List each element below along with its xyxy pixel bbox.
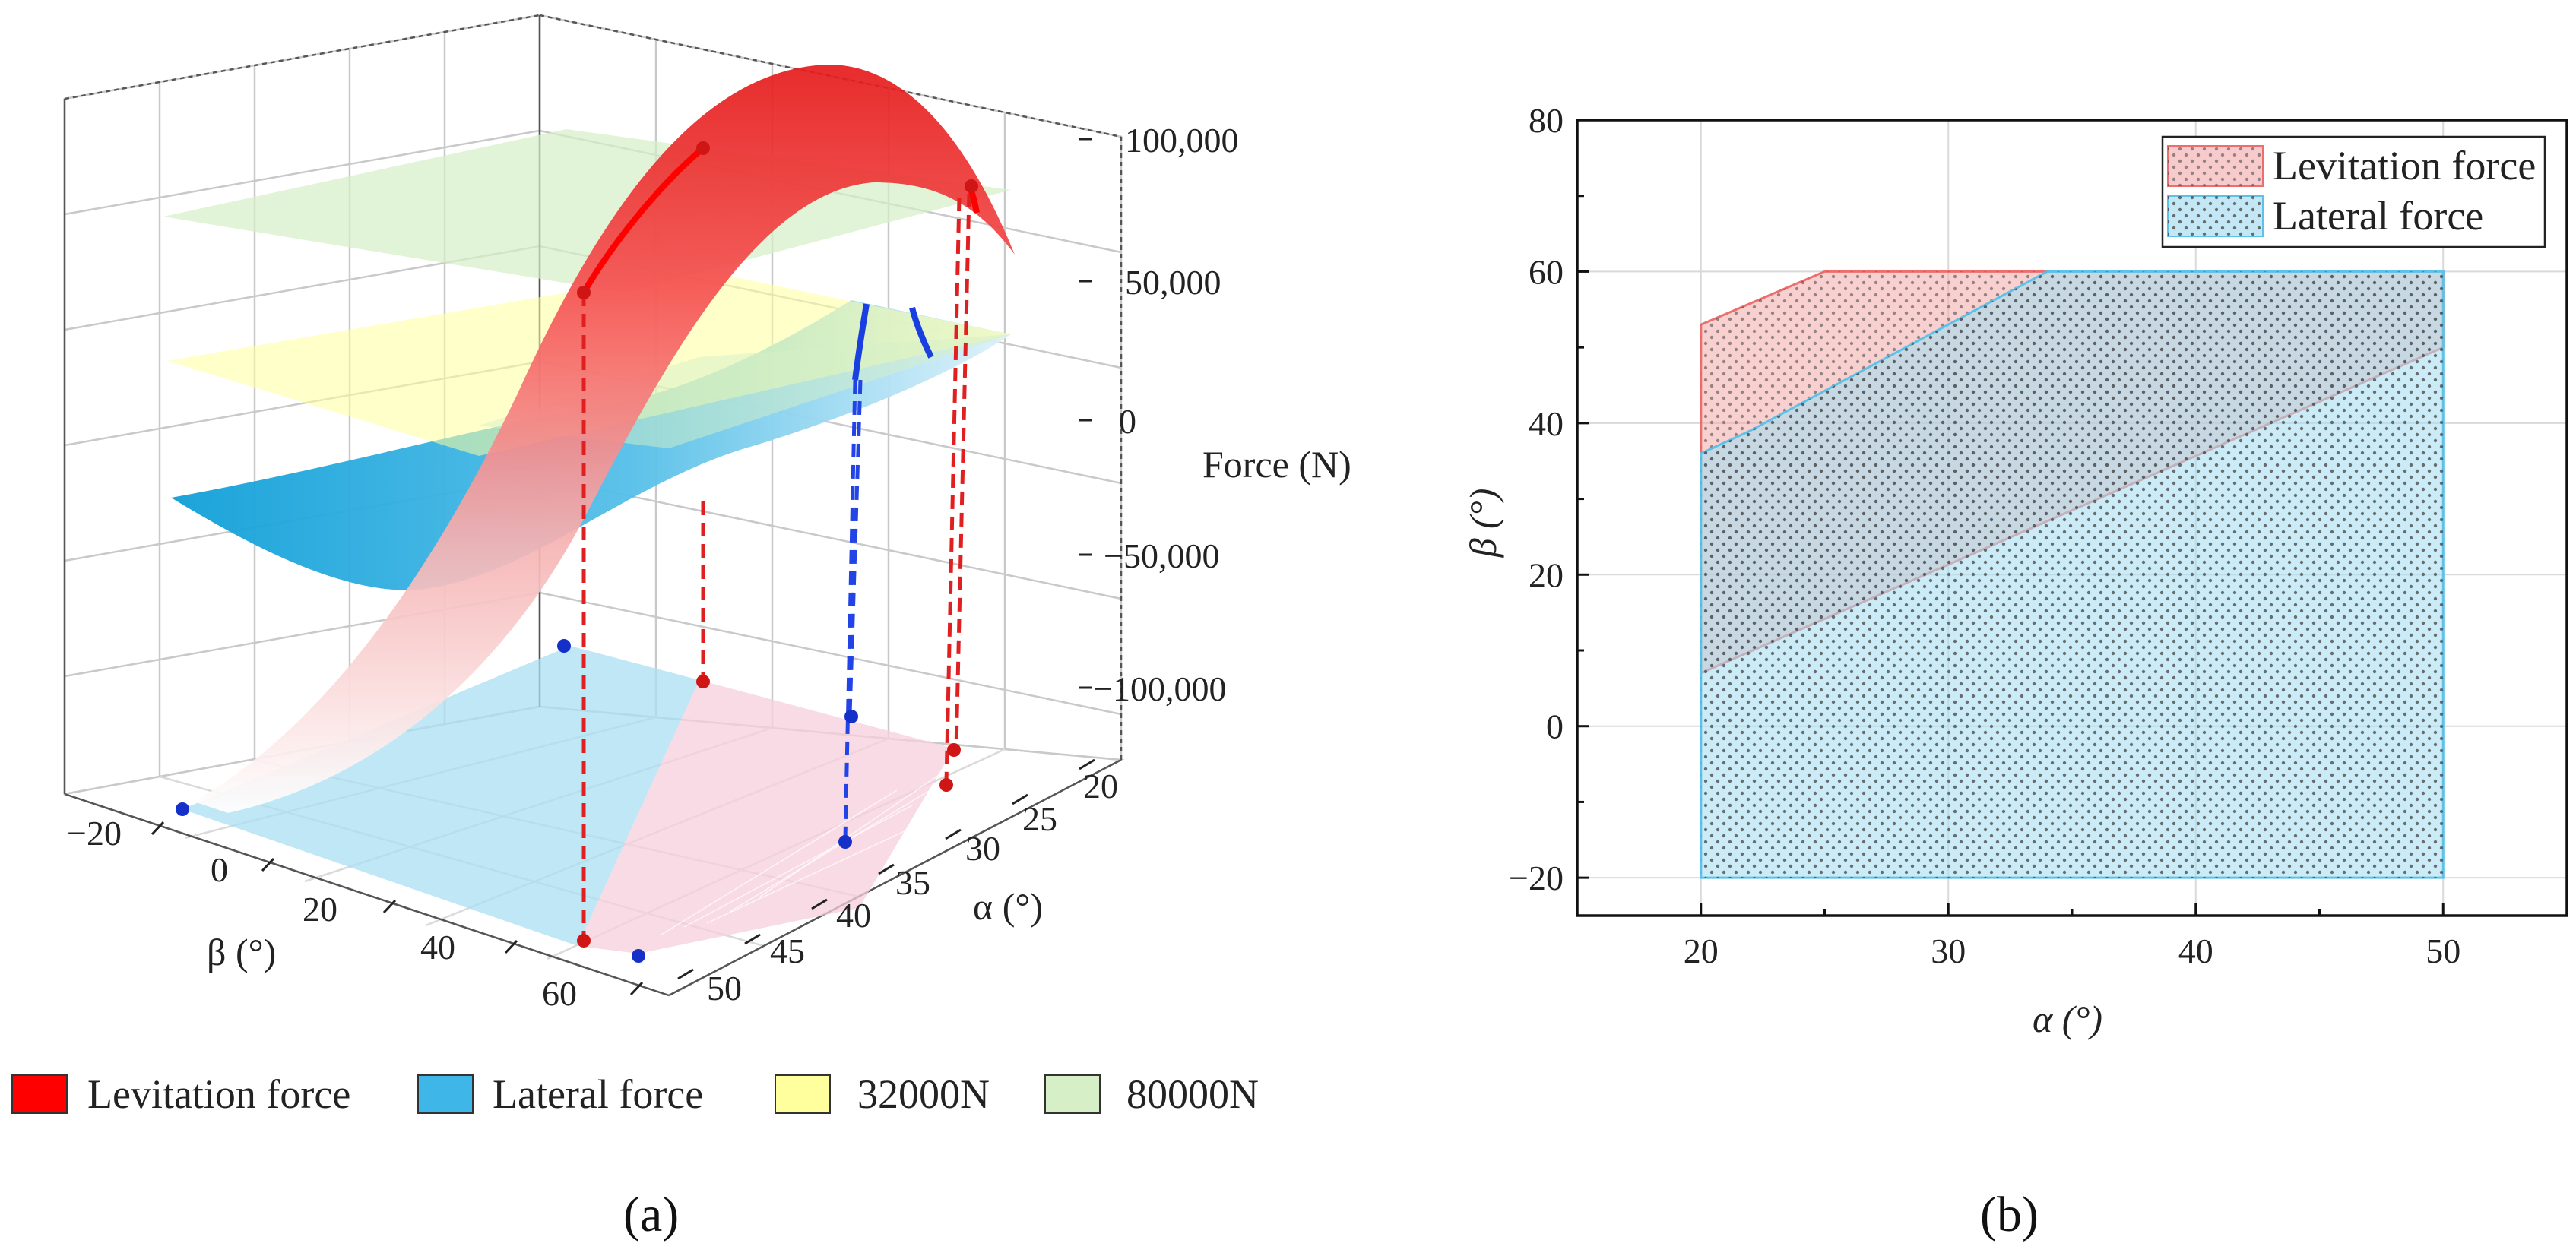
y-tick-45: 45: [770, 932, 805, 970]
y-axis-label-b: β (°): [1462, 489, 1504, 558]
x-tick-20: 20: [303, 890, 337, 929]
tick-label-x-20: 20: [1684, 932, 1719, 970]
series-lateral-dots: [1700, 271, 2444, 878]
x-tick-40: 40: [420, 928, 455, 967]
floor-projection-lateral: [182, 646, 699, 946]
tick-label-y--20: −20: [1509, 859, 1564, 897]
levitation-force-surface: [194, 65, 1015, 813]
y-tick-35: 35: [895, 863, 930, 902]
legend-b-label-lateral: Lateral force: [2273, 193, 2483, 239]
legend-swatch-80000N: [1044, 1074, 1101, 1114]
legend-swatch-32000N: [775, 1074, 831, 1114]
z-axis: [1079, 138, 1092, 689]
z-tick-100000: 100,000: [1125, 121, 1239, 160]
z-axis-label: Force (N): [1202, 443, 1351, 486]
z-tick-0: 0: [1119, 402, 1136, 441]
panel-a-3d-plot: 100,000 50,000 0 −50,000 −100,000 Force …: [11, 14, 1351, 1242]
legend-a: Levitation force Lateral force 32000N 80…: [11, 1071, 1259, 1117]
x-axis: [151, 821, 644, 996]
y-axis: [677, 758, 1095, 980]
axes-ticks: 20 30 40 50 −20 0 20 40 60 80: [1509, 101, 2568, 970]
x-tick-60: 60: [542, 974, 577, 1013]
z-tick-neg100000: −100,000: [1093, 669, 1226, 708]
legend-label-levitation: Levitation force: [87, 1071, 350, 1117]
panel-label-a: (a): [623, 1187, 679, 1242]
z-tick-neg50000: −50,000: [1104, 536, 1219, 575]
y-tick-40: 40: [836, 896, 871, 935]
marker-points: [176, 141, 978, 963]
tick-label-x-50: 50: [2425, 932, 2460, 970]
legend-swatch-levitation: [11, 1074, 68, 1114]
legend-b-label-levitation: Levitation force: [2273, 143, 2536, 188]
tick-label-y-80: 80: [1529, 101, 1564, 140]
legend-label-80000N: 80000N: [1126, 1071, 1259, 1117]
floor-projection-hatch: [661, 767, 951, 935]
y-tick-25: 25: [1022, 799, 1057, 838]
x-tick-neg20: −20: [67, 814, 122, 853]
y-tick-30: 30: [965, 829, 1000, 868]
tick-label-x-40: 40: [2178, 932, 2213, 970]
panel-label-b: (b): [1980, 1187, 2039, 1242]
tick-label-x-30: 30: [1931, 932, 1966, 970]
y-tick-50: 50: [707, 969, 742, 1008]
y-axis-label: α (°): [973, 885, 1043, 928]
z-tick-50000: 50,000: [1125, 263, 1221, 302]
legend-b-swatch-lateral-dots: [2168, 196, 2263, 236]
tick-label-y-0: 0: [1546, 707, 1564, 746]
floor-projection-levitation: [578, 680, 954, 954]
projection-lines: [581, 193, 971, 938]
panel-b-area-plot: 20 30 40 50 −20 0 20 40 60 80 α (°) β (°) Levitat…: [1462, 101, 2568, 1242]
legend-swatch-lateral: [417, 1074, 474, 1114]
x-axis-label: β (°): [207, 931, 276, 973]
legend-label-32000N: 32000N: [857, 1071, 990, 1117]
y-tick-20: 20: [1083, 767, 1118, 805]
legend-label-lateral: Lateral force: [493, 1071, 703, 1117]
levitation-boundary-curve: [581, 145, 705, 295]
tick-label-y-20: 20: [1529, 555, 1564, 594]
tick-label-y-60: 60: [1529, 252, 1564, 291]
tick-label-y-40: 40: [1529, 404, 1564, 443]
lateral-boundary-curve: [852, 303, 870, 381]
legend-b: Levitation force Lateral force: [2161, 135, 2546, 248]
x-axis-label-b: α (°): [2033, 998, 2102, 1040]
x-tick-0: 0: [211, 850, 228, 889]
lateral-boundary-curve-right: [909, 307, 934, 359]
legend-b-swatch-levitation-dots: [2168, 146, 2263, 186]
